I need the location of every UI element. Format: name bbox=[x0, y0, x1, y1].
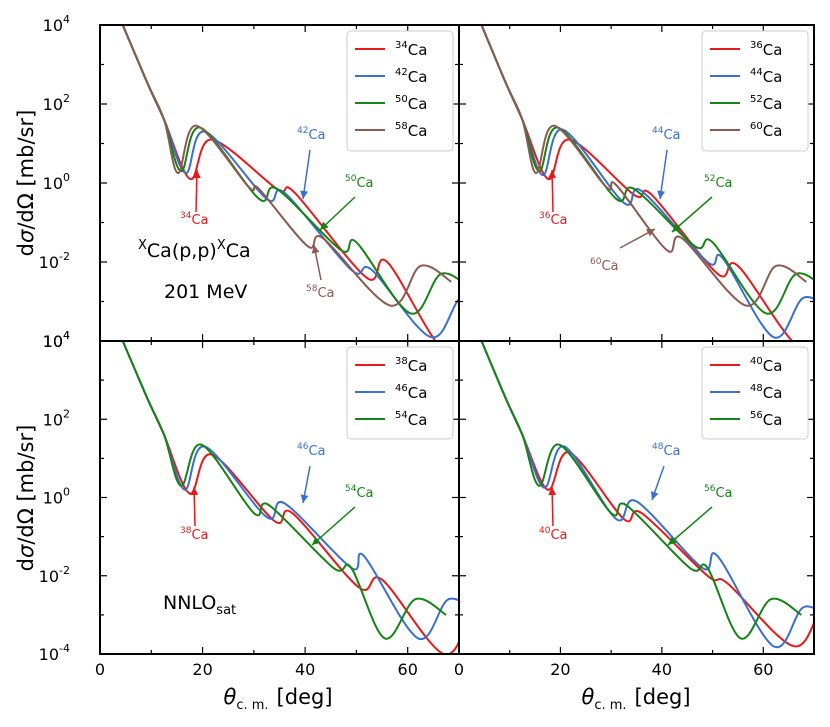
legend-entry-56Ca: 56Ca bbox=[750, 410, 782, 429]
series-line-60Ca bbox=[480, 25, 807, 307]
annotation-50Ca: 50Ca bbox=[345, 174, 374, 191]
annotation-arrowhead bbox=[320, 221, 329, 230]
y-tick-label: 104 bbox=[43, 329, 70, 351]
legend-entry-50Ca: 50Ca bbox=[395, 94, 427, 113]
x-axis-label-left: θc. m. [deg] bbox=[223, 685, 332, 713]
annotation-54Ca: 54Ca bbox=[345, 484, 374, 501]
y-tick-label: 104 bbox=[43, 329, 70, 351]
legend-box bbox=[701, 30, 809, 152]
annotation-arrow bbox=[319, 196, 356, 231]
annotation-arrowhead bbox=[668, 536, 677, 545]
y-tick-label: 10-2 bbox=[39, 250, 70, 272]
x-tick-label: 20 bbox=[192, 660, 212, 679]
annotation-arrowhead bbox=[646, 229, 655, 237]
legend-box bbox=[346, 346, 454, 440]
y-tick-label: 102 bbox=[43, 407, 70, 429]
y-axis-label-top: dσ/dΩ [mb/sr] bbox=[14, 110, 38, 257]
series-line-54Ca bbox=[121, 341, 447, 640]
legend-entry-48Ca: 48Ca bbox=[750, 383, 782, 402]
legend-entry-40Ca: 40Ca bbox=[750, 356, 782, 375]
annotation-arrowhead bbox=[672, 223, 681, 232]
annotation-arrow bbox=[302, 149, 311, 200]
y-tick-label: 10-2 bbox=[39, 564, 70, 586]
panel-top-left: 104 102 100 10-2 104 34Ca 42Ca 50Ca 58Ca 34Ca 42Ca… bbox=[39, 13, 460, 351]
y-tick-label: 100 bbox=[43, 486, 70, 508]
reaction-label: XCa(p,p)XCa bbox=[138, 238, 251, 262]
annotation-arrow bbox=[311, 506, 356, 546]
y-tick-label: 100 bbox=[43, 171, 70, 193]
legend-entry-42Ca: 42Ca bbox=[395, 67, 427, 86]
annotation-40Ca: 40Ca bbox=[539, 526, 568, 543]
method-label: NNLOsat bbox=[163, 592, 236, 618]
annotation-44Ca: 44Ca bbox=[652, 126, 681, 143]
annotation-arrowhead bbox=[192, 170, 201, 179]
annotation-60Ca: 60Ca bbox=[590, 257, 619, 274]
annotation-56Ca: 56Ca bbox=[704, 484, 733, 501]
annotation-arrow bbox=[659, 149, 668, 200]
x-tick-label: 60 bbox=[398, 660, 418, 679]
annotation-arrowhead bbox=[657, 190, 666, 199]
panel-bottom-left: 0 20 40 60 104 102 100 10-2 10-4 38Ca 46Ca 54Ca 38Ca… bbox=[39, 329, 460, 679]
annotation-42Ca: 42Ca bbox=[297, 126, 326, 143]
annotation-arrowhead bbox=[650, 491, 659, 500]
annotation-arrowhead bbox=[300, 190, 309, 199]
annotation-arrowhead bbox=[548, 487, 557, 496]
panel-top-right: 36Ca 44Ca 52Ca 60Ca 36Ca 44Ca 52Ca 60Ca bbox=[458, 24, 815, 342]
y-axis-label-bottom: dσ/dΩ [mb/sr] bbox=[14, 425, 38, 572]
x-tick-label: 0 bbox=[454, 660, 464, 679]
legend-box bbox=[701, 346, 809, 440]
annotation-52Ca: 52Ca bbox=[704, 174, 733, 191]
annotation-48Ca: 48Ca bbox=[652, 442, 681, 459]
annotation-arrow bbox=[671, 196, 713, 233]
legend-entry-54Ca: 54Ca bbox=[395, 410, 427, 429]
energy-label: 201 MeV bbox=[164, 281, 247, 303]
series-line-56Ca bbox=[480, 341, 802, 640]
legend-entry-44Ca: 44Ca bbox=[750, 67, 782, 86]
x-tick-label: 60 bbox=[753, 660, 773, 679]
x-axis-label-right: θc. m. [deg] bbox=[581, 685, 690, 713]
y-tick-label: 102 bbox=[43, 92, 70, 114]
x-tick-label: 0 bbox=[95, 660, 105, 679]
legend-entry-36Ca: 36Ca bbox=[750, 40, 782, 59]
annotation-34Ca: 34Ca bbox=[180, 211, 209, 228]
annotation-arrowhead bbox=[311, 245, 320, 254]
annotation-arrowhead bbox=[300, 494, 309, 503]
annotation-arrowhead bbox=[548, 170, 557, 179]
legend-box bbox=[346, 30, 454, 152]
annotation-36Ca: 36Ca bbox=[539, 211, 568, 228]
annotation-arrowhead bbox=[312, 536, 321, 545]
annotation-58Ca: 58Ca bbox=[306, 284, 335, 301]
annotation-arrow bbox=[667, 506, 713, 546]
panel-bottom-right: 0 20 40 60 40Ca 48Ca 56Ca 40Ca 48Ca 56Ca bbox=[454, 340, 815, 679]
legend-entry-52Ca: 52Ca bbox=[750, 94, 782, 113]
y-tick-label: 10-4 bbox=[39, 642, 70, 664]
x-tick-label: 40 bbox=[652, 660, 672, 679]
annotation-arrowhead bbox=[190, 487, 199, 496]
series-line-58Ca bbox=[121, 25, 452, 307]
annotation-38Ca: 38Ca bbox=[180, 526, 209, 543]
legend-entry-46Ca: 46Ca bbox=[395, 383, 427, 402]
legend-entry-34Ca: 34Ca bbox=[395, 40, 427, 59]
y-tick-label: 104 bbox=[43, 13, 70, 35]
x-tick-label: 40 bbox=[295, 660, 315, 679]
legend-entry-58Ca: 58Ca bbox=[395, 121, 427, 140]
annotation-46Ca: 46Ca bbox=[297, 442, 326, 459]
x-tick-label: 20 bbox=[550, 660, 570, 679]
legend-entry-60Ca: 60Ca bbox=[750, 121, 782, 140]
legend-entry-38Ca: 38Ca bbox=[395, 356, 427, 375]
